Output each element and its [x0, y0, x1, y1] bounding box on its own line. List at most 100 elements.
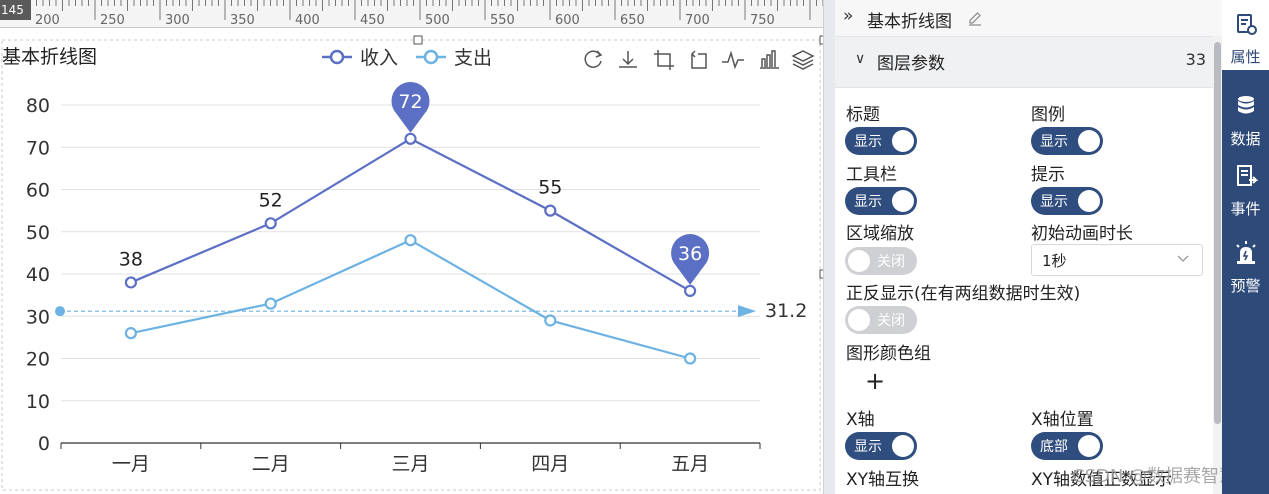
data-point — [683, 352, 697, 365]
chevron-down-icon — [1177, 255, 1189, 262]
chart-canvas: 200 250 300 350 400 450 500 550 600 650 700 750 145… — [0, 0, 828, 494]
toggle-text: 显示 — [854, 194, 882, 210]
ruler-ticks: 200 250 300 350 400 450 500 550 600 650 700 750 — [3, 0, 824, 27]
section-label: 图层参数 — [877, 54, 945, 74]
toggle-knob — [848, 309, 870, 331]
title-label: 标题 — [846, 105, 880, 125]
ruler-label: 300 — [165, 13, 190, 27]
zoom-toggle[interactable]: 关闭 — [845, 247, 917, 275]
reverse-toggle[interactable]: 关闭 — [845, 306, 917, 334]
zoom-label: 区域缩放 — [846, 224, 914, 244]
mark-point-pin — [391, 81, 430, 133]
data-point — [124, 276, 137, 289]
selection-frame — [1, 39, 821, 491]
toggle-knob — [892, 435, 914, 457]
toolbar-toggle[interactable]: 显示 — [845, 187, 917, 215]
y-tick-label: 0 — [38, 433, 50, 455]
y-tick-label: 50 — [26, 222, 50, 244]
properties-panel: » 基本折线图 ∨ 图层参数 33 标题 图例 显示 显示 工具栏 提示 显示 … — [835, 0, 1222, 494]
data-label: 38 — [119, 248, 143, 270]
horizontal-ruler: 200 250 300 350 400 450 500 550 600 650 700 750 145 — [0, 0, 828, 28]
toggle-text: 关闭 — [877, 313, 905, 329]
layer-params-section[interactable]: ∨ 图层参数 33 — [835, 36, 1214, 88]
y-tick-label: 20 — [26, 349, 50, 371]
sidebar-item-alarm[interactable]: 预警 — [1222, 229, 1269, 299]
ruler-label: 650 — [620, 13, 645, 27]
panel-scrollbar[interactable] — [1213, 36, 1222, 494]
ruler-label: 500 — [425, 13, 450, 27]
anim-duration-label: 初始动画时长 — [1031, 224, 1133, 244]
legend-label: 图例 — [1031, 105, 1065, 125]
legend-label: 收入 — [360, 47, 398, 69]
mark-point-label: 72 — [398, 91, 422, 113]
watermark: CSDN @数据赛智慧数 — [1072, 466, 1256, 487]
ruler-label: 700 — [685, 13, 710, 27]
toggle-text: 关闭 — [877, 254, 905, 270]
sidebar-label: 事件 — [1230, 200, 1261, 218]
data-point — [124, 327, 137, 340]
anim-duration-select[interactable]: 1秒 — [1031, 244, 1203, 276]
toggle-text: 显示 — [854, 439, 882, 455]
ruler-label: 200 — [35, 13, 60, 27]
line-chart-icon[interactable] — [720, 47, 746, 73]
anim-duration-value: 1秒 — [1042, 252, 1067, 270]
legend-marker — [329, 49, 345, 65]
toggle-knob — [1078, 190, 1100, 212]
edit-icon[interactable] — [967, 10, 983, 26]
y-tick-label: 60 — [26, 180, 50, 202]
toggle-text: 底部 — [1040, 439, 1068, 455]
undo-crop-icon[interactable] — [685, 47, 711, 73]
data-point — [404, 234, 417, 247]
mark-line-label: 31.2 — [765, 300, 807, 322]
y-tick-label: 10 — [26, 391, 50, 413]
legend-toggle[interactable]: 显示 — [1031, 127, 1103, 155]
color-group-label: 图形颜色组 — [846, 344, 931, 364]
bar-chart-icon[interactable] — [756, 47, 782, 73]
toggle-knob — [848, 250, 870, 272]
data-point — [544, 204, 557, 217]
ruler-corner-value: 145 — [0, 0, 31, 20]
refresh-icon[interactable] — [581, 47, 607, 73]
toggle-knob — [892, 130, 914, 152]
data-point — [264, 297, 277, 310]
toggle-text: 显示 — [1040, 194, 1068, 210]
chart-title: 基本折线图 — [2, 46, 97, 68]
xaxis-position-toggle[interactable]: 底部 — [1031, 432, 1103, 460]
line-chart: 基本折线图 收入 支出 0 10 20 30 40 50 60 70 80 一月 二月 三月 四月 五月 31.2… — [1, 35, 828, 491]
legend-marker — [423, 49, 439, 65]
y-tick-label: 80 — [26, 95, 50, 117]
xaxis-toggle[interactable]: 显示 — [845, 432, 917, 460]
sidebar-label: 数据 — [1230, 130, 1261, 148]
crop-icon[interactable] — [651, 47, 677, 73]
sidebar-item-data[interactable]: 数据 — [1222, 82, 1269, 152]
add-color-button[interactable]: + — [865, 367, 886, 395]
toggle-knob — [892, 190, 914, 212]
ruler-label: 750 — [750, 13, 775, 27]
title-toggle[interactable]: 显示 — [845, 127, 917, 155]
alarm-icon — [1236, 241, 1256, 264]
collapse-panel-icon[interactable]: » — [843, 6, 854, 26]
sidebar-item-event[interactable]: 事件 — [1222, 152, 1269, 222]
toolbar-label: 工具栏 — [846, 165, 897, 185]
data-point — [544, 314, 557, 327]
x-tick-label: 一月 — [112, 453, 150, 475]
series-line — [130, 137, 691, 292]
tooltip-toggle[interactable]: 显示 — [1031, 187, 1103, 215]
panel-header: » 基本折线图 — [835, 0, 1222, 36]
scrollbar-thumb[interactable] — [1214, 42, 1221, 424]
toggle-text: 显示 — [854, 134, 882, 150]
y-tick-label: 30 — [26, 306, 50, 328]
tooltip-label: 提示 — [1031, 165, 1065, 185]
download-icon[interactable] — [615, 47, 641, 73]
ruler-label: 600 — [555, 13, 580, 27]
sidebar-item-properties[interactable]: 属性 — [1222, 0, 1269, 70]
panel-divider[interactable] — [823, 0, 836, 494]
chevron-down-icon: ∨ — [855, 51, 866, 67]
stack-icon[interactable] — [790, 47, 816, 73]
x-tick-label: 二月 — [252, 453, 290, 475]
mark-point-pin — [671, 234, 710, 285]
resize-handle — [413, 35, 423, 45]
ruler-label: 250 — [100, 13, 125, 27]
y-tick-label: 70 — [26, 137, 50, 159]
mark-line-start — [55, 306, 65, 317]
